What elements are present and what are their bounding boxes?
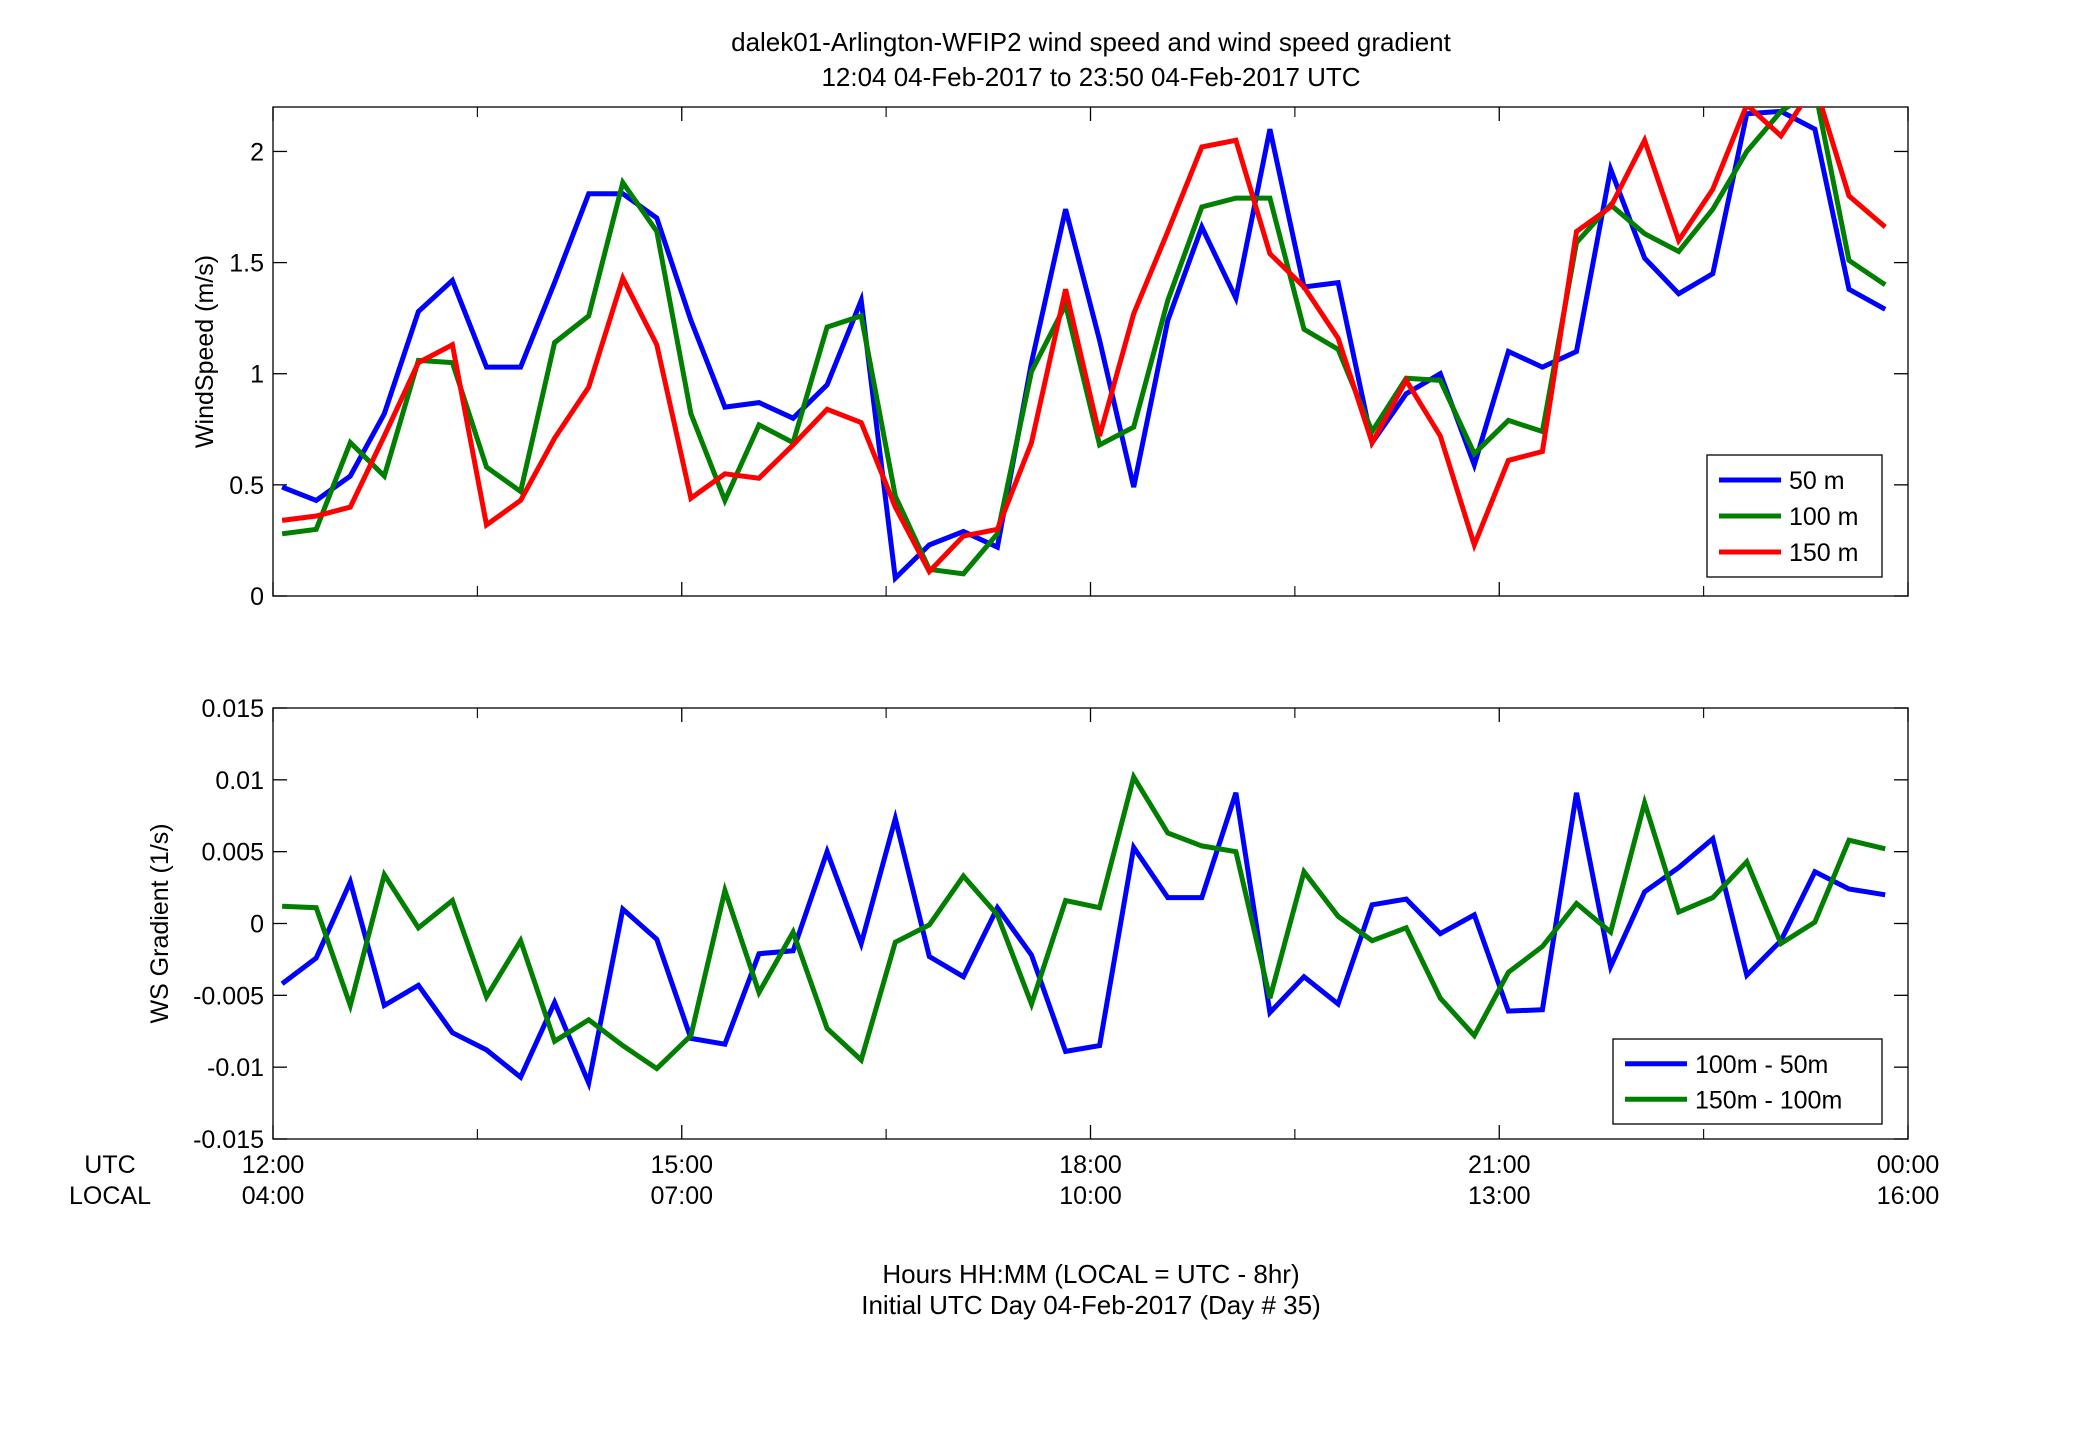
utc-row-label: UTC <box>84 1151 135 1179</box>
windspeed-panel: 0 0.5 1 1.5 2 WindSpeed (m/s) 50 m 100 m 150 m <box>191 106 1909 611</box>
x-tick-label-utc: 21:00 <box>1468 1151 1531 1179</box>
y-tick-label: 1 <box>250 361 264 389</box>
y-axis-label: WS Gradient (1/s) <box>146 823 174 1023</box>
x-tick-label-utc: 00:00 <box>1877 1151 1940 1179</box>
x-tick-label-utc: 18:00 <box>1059 1151 1122 1179</box>
legend-label: 150 m <box>1789 539 1858 567</box>
y-tick-label: 0.005 <box>201 839 264 867</box>
chart-title-line2: 12:04 04-Feb-2017 to 23:50 04-Feb-2017 U… <box>821 62 1360 92</box>
y-axis-label: WindSpeed (m/s) <box>191 255 219 448</box>
y-tick-label: 0.5 <box>229 472 264 500</box>
x-axis-footer-line2: Initial UTC Day 04-Feb-2017 (Day # 35) <box>861 1290 1321 1320</box>
x-axis-footer-line1: Hours HH:MM (LOCAL = UTC - 8hr) <box>882 1259 1299 1289</box>
y-tick-label: -0.005 <box>193 982 264 1010</box>
y-tick-label: -0.015 <box>193 1126 264 1154</box>
legend-label: 100m - 50m <box>1695 1051 1828 1079</box>
series-line-100m-50m <box>280 792 1886 1092</box>
legend-box <box>1612 1038 1883 1125</box>
series-line-150m-100m <box>281 770 1886 1072</box>
x-tick-label-local: 04:00 <box>242 1182 305 1210</box>
legend-label: 150m - 100m <box>1695 1086 1842 1114</box>
series-line-150-m <box>281 107 1887 576</box>
y-tick-label: 0 <box>250 911 264 939</box>
chart-title-line1: dalek01-Arlington-WFIP2 wind speed and w… <box>731 27 1452 57</box>
legend-label: 50 m <box>1789 467 1845 495</box>
x-tick-label-local: 10:00 <box>1059 1182 1122 1210</box>
legend-label: 100 m <box>1789 503 1858 531</box>
x-tick-label-local: 07:00 <box>650 1182 713 1210</box>
x-tick-label-local: 13:00 <box>1468 1182 1531 1210</box>
y-tick-label: -0.01 <box>207 1054 264 1082</box>
y-tick-label: 0 <box>250 583 264 611</box>
series-group <box>280 770 1886 1092</box>
y-tick-label: 0.015 <box>201 695 264 723</box>
series-line-50-m <box>281 108 1887 584</box>
y-tick-label: 2 <box>250 138 264 166</box>
x-tick-labels: 12:00 04:00 15:00 07:00 18:00 10:00 21:00 13:00… <box>242 1151 1940 1210</box>
y-tick-label: 0.01 <box>215 767 264 795</box>
legend: 50 m 100 m 150 m <box>1706 454 1883 578</box>
y-tick-label: 1.5 <box>229 250 264 278</box>
series-group <box>281 107 1887 584</box>
x-tick-label-local: 16:00 <box>1877 1182 1940 1210</box>
series-line-100-m <box>281 107 1887 577</box>
x-tick-label-utc: 12:00 <box>242 1151 305 1179</box>
gradient-panel: -0.015 -0.01 -0.005 0 0.005 0.01 0.015 WS Gradi… <box>146 695 1909 1154</box>
x-tick-label-utc: 15:00 <box>650 1151 713 1179</box>
legend: 100m - 50m 150m - 100m <box>1612 1038 1883 1125</box>
plot-area-frame <box>272 106 1909 597</box>
local-row-label: LOCAL <box>69 1182 151 1210</box>
